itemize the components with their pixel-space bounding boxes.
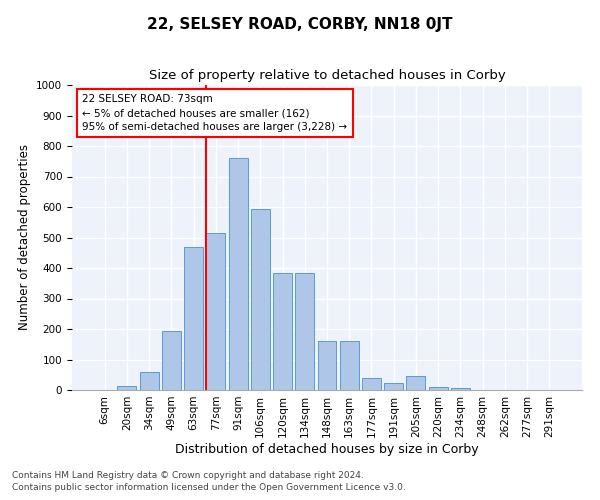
Bar — [118, 386, 136, 390]
Y-axis label: Number of detached properties: Number of detached properties — [17, 144, 31, 330]
Bar — [406, 376, 425, 390]
Bar — [184, 246, 203, 390]
Bar — [451, 388, 470, 390]
Bar — [384, 384, 403, 390]
Bar — [162, 332, 181, 390]
Bar — [229, 158, 248, 390]
Text: Contains HM Land Registry data © Crown copyright and database right 2024.: Contains HM Land Registry data © Crown c… — [12, 471, 364, 480]
Bar — [251, 208, 270, 390]
Title: Size of property relative to detached houses in Corby: Size of property relative to detached ho… — [149, 70, 505, 82]
Text: 22, SELSEY ROAD, CORBY, NN18 0JT: 22, SELSEY ROAD, CORBY, NN18 0JT — [147, 18, 453, 32]
X-axis label: Distribution of detached houses by size in Corby: Distribution of detached houses by size … — [175, 442, 479, 456]
Bar — [206, 233, 225, 390]
Bar — [340, 341, 359, 390]
Bar — [429, 387, 448, 390]
Text: Contains public sector information licensed under the Open Government Licence v3: Contains public sector information licen… — [12, 484, 406, 492]
Bar — [317, 341, 337, 390]
Bar — [295, 273, 314, 390]
Text: 22 SELSEY ROAD: 73sqm
← 5% of detached houses are smaller (162)
95% of semi-deta: 22 SELSEY ROAD: 73sqm ← 5% of detached h… — [82, 94, 347, 132]
Bar — [362, 378, 381, 390]
Bar — [140, 372, 158, 390]
Bar — [273, 273, 292, 390]
